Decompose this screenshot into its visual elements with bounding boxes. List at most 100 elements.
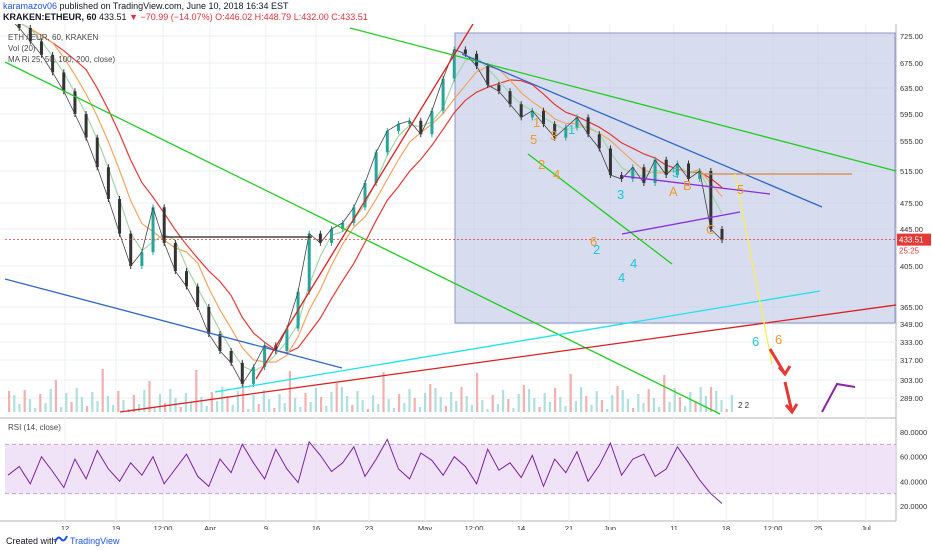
- price-candle-body: [251, 367, 255, 384]
- price-candle-body: [642, 167, 646, 183]
- volume-bar: [398, 394, 401, 412]
- volume-bar: [28, 399, 31, 412]
- wave-label-orange: 1: [533, 115, 540, 130]
- tradingview-brand[interactable]: TradingView: [70, 536, 120, 546]
- price-candle-body: [664, 159, 668, 175]
- volume-bar: [351, 405, 354, 412]
- ma-line: [20, 24, 723, 354]
- price-axis-label: 289.00: [900, 394, 923, 403]
- volume-bar: [117, 391, 120, 412]
- time-axis-label: 25: [814, 524, 822, 530]
- price-candle-body: [95, 137, 99, 168]
- range-box: [454, 32, 896, 324]
- time-axis-label: 19: [112, 524, 120, 530]
- ohlc-high: H:448.79: [254, 12, 292, 22]
- volume-bar: [8, 391, 11, 412]
- volume-bar: [548, 402, 551, 412]
- price-axis-label: 675.00: [900, 59, 923, 68]
- price-candle-body: [185, 271, 188, 287]
- volume-bar: [86, 406, 89, 412]
- volume-bar: [309, 402, 312, 412]
- wave-label-orange: 4: [553, 167, 560, 182]
- price-axis-label: 365.00: [900, 303, 923, 312]
- volume-bar: [356, 391, 359, 412]
- volume-bar: [247, 409, 250, 412]
- rsi-line: [7, 438, 723, 504]
- volume-bar: [392, 408, 395, 412]
- volume-bar: [517, 394, 520, 412]
- down-arrow-icon: ▼: [129, 12, 138, 22]
- yellow-projection: [734, 173, 773, 365]
- volume-bar: [23, 390, 26, 412]
- price-candle-body: [73, 91, 77, 114]
- price-axis-label: 635.00: [900, 84, 923, 93]
- volume-bar: [96, 401, 99, 412]
- price-candle-body: [51, 54, 55, 73]
- volume-bar: [216, 401, 219, 412]
- volume-bar: [413, 398, 416, 412]
- volume-bar: [325, 406, 328, 412]
- volume-bar: [304, 393, 307, 412]
- volume-bar: [101, 369, 104, 412]
- blue-trendline: [461, 53, 823, 208]
- volume-bar: [715, 391, 718, 412]
- volume-bar: [569, 374, 572, 412]
- price-candle-body: [352, 207, 356, 223]
- volume-bar: [585, 396, 588, 412]
- price-candle-body: [274, 345, 278, 351]
- dots-label: 2 2: [738, 401, 750, 410]
- wave-label-orange: 2: [538, 157, 545, 172]
- purple-wedge: [621, 175, 771, 195]
- volume-bar: [642, 403, 645, 412]
- volume-bar: [138, 404, 141, 412]
- price-candle-body: [441, 78, 445, 111]
- footer: Created with TradingView: [0, 530, 932, 550]
- volume-bar: [278, 394, 281, 412]
- red-arrow-head: [784, 403, 799, 415]
- volume-bar: [236, 391, 239, 412]
- volume-bar: [314, 388, 317, 412]
- price-candle-body: [542, 110, 545, 125]
- price-candle-body: [28, 27, 32, 42]
- price-candle-body: [597, 134, 601, 149]
- volume-bar: [533, 398, 536, 412]
- volume-bar: [637, 394, 640, 412]
- price-candle-body: [586, 117, 590, 135]
- price-candle-body: [430, 110, 434, 135]
- volume-bar: [200, 397, 203, 412]
- volume-legend: Vol (20): [8, 44, 36, 53]
- volume-bar: [595, 391, 598, 412]
- volume-bar: [512, 408, 515, 412]
- volume-bar: [54, 380, 57, 412]
- red-trendline: [255, 24, 474, 380]
- price-candle-body: [709, 171, 713, 229]
- volume-bar: [273, 408, 276, 412]
- volume-bar: [60, 407, 63, 412]
- volume-bar: [252, 395, 255, 412]
- price-candle-body: [675, 163, 679, 175]
- volume-bar: [13, 395, 16, 412]
- volume-bar: [148, 381, 151, 412]
- author-link[interactable]: karamazov06: [3, 1, 58, 11]
- red-arrow: [783, 381, 794, 413]
- volume-bar: [153, 408, 156, 412]
- volume-bar: [710, 387, 713, 412]
- time-axis-label: 12:00: [154, 524, 173, 530]
- volume-bar: [335, 383, 338, 412]
- wave-label-cyan: 6: [752, 334, 759, 349]
- volume-bar: [65, 393, 68, 412]
- price-candle-body: [620, 175, 624, 179]
- ohlc-low: L:432.00: [293, 12, 329, 22]
- price-candle-body: [486, 66, 490, 85]
- volume-bar: [481, 400, 484, 412]
- time-axis-label: 12:00: [764, 524, 783, 530]
- volume-bar: [330, 392, 333, 412]
- price-axis-label: 333.00: [900, 338, 923, 347]
- wave-label-orange: 5: [737, 182, 744, 197]
- volume-bar: [564, 406, 567, 412]
- wave-label-orange: 3: [550, 128, 557, 143]
- price-candle-body: [408, 120, 412, 125]
- published-text: published on TradingView.com, June 10, 2…: [59, 1, 289, 11]
- volume-bar: [730, 395, 733, 412]
